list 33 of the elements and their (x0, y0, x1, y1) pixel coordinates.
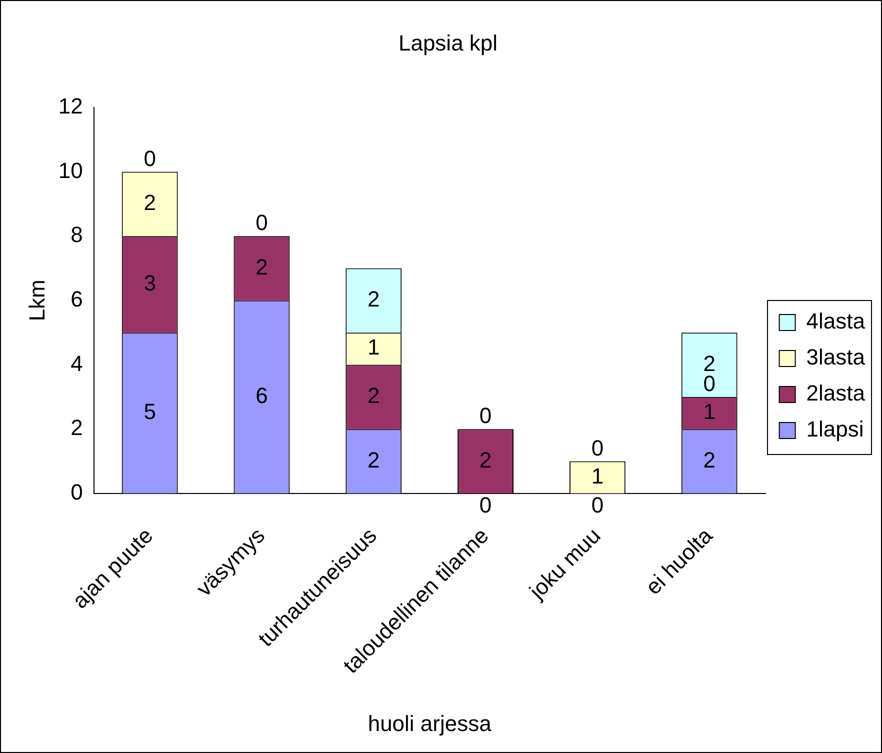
data-label: 0 (591, 492, 604, 518)
legend-label: 3lasta (806, 344, 866, 370)
data-label: 6 (256, 382, 268, 408)
data-label: 0 (591, 435, 604, 460)
data-label: 5 (144, 399, 156, 424)
y-tick-label: 0 (70, 479, 83, 504)
data-label: 2 (479, 447, 492, 472)
y-tick-label: 2 (70, 415, 83, 440)
data-label: 0 (479, 403, 492, 428)
data-label: 0 (256, 210, 268, 236)
data-label: 2 (703, 447, 716, 472)
legend-label: 4lasta (806, 308, 866, 334)
data-label: 0 (479, 492, 492, 518)
data-label: 1 (368, 334, 380, 360)
chart-title: Lapsia kpl (398, 30, 498, 56)
data-label: 3 (144, 270, 156, 296)
data-label: 2 (368, 447, 380, 472)
y-axis-title: Lkm (24, 280, 50, 322)
x-axis-title: huoli arjessa (368, 710, 492, 736)
data-label: 2 (144, 190, 156, 215)
data-label: 1 (703, 399, 716, 424)
y-tick-label: 12 (58, 93, 83, 118)
data-label: 0 (144, 146, 156, 171)
data-label: 1 (591, 463, 604, 488)
data-label: 2 (256, 254, 268, 280)
legend-label: 1lapsi (806, 416, 864, 442)
data-label: 2 (368, 382, 380, 408)
y-tick-label: 10 (58, 158, 83, 183)
y-tick-label: 4 (70, 350, 83, 376)
data-label: 2 (368, 286, 380, 312)
y-tick-label: 8 (70, 222, 83, 248)
y-tick-label: 6 (70, 286, 83, 312)
legend-label: 2lasta (806, 380, 866, 406)
